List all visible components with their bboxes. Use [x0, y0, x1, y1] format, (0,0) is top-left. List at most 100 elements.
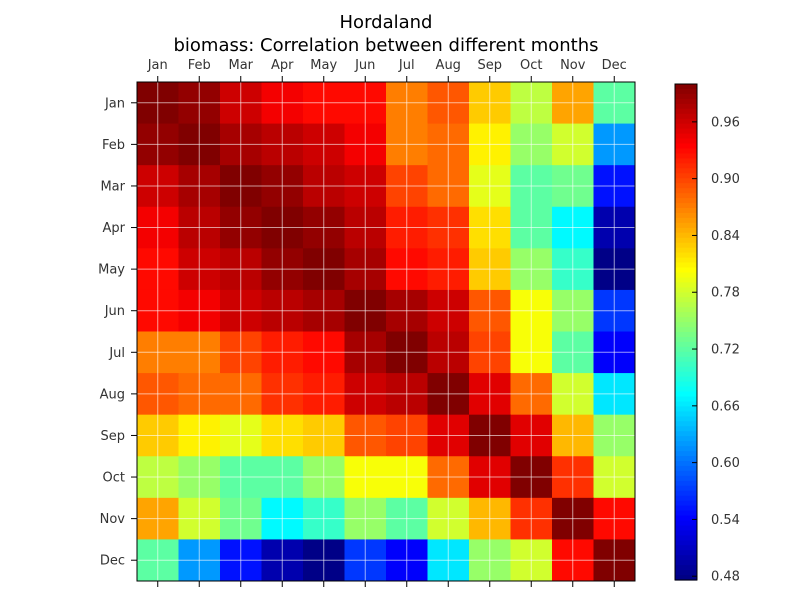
- colorbar-segment: [675, 510, 697, 517]
- colorbar-segment: [675, 203, 697, 209]
- y-tick-label: Feb: [102, 138, 125, 153]
- grid-lines: [137, 82, 635, 581]
- colorbar-segment: [675, 535, 697, 541]
- colorbar-segment: [675, 262, 697, 269]
- colorbar-segment: [675, 272, 697, 279]
- colorbar-segment: [675, 356, 697, 363]
- colorbar-segment: [675, 411, 697, 417]
- colorbar-segment: [675, 173, 697, 179]
- colorbar-segment: [675, 351, 697, 358]
- y-tick-label: Aug: [100, 387, 125, 402]
- colorbar-segment: [675, 193, 697, 199]
- colorbar-segment: [675, 490, 697, 497]
- colorbar-segment: [675, 545, 697, 551]
- colorbar-tick-label: 0.72: [711, 343, 740, 358]
- chart-subtitle: biomass: Correlation between different m…: [173, 35, 598, 56]
- x-tick-label: Nov: [560, 58, 586, 73]
- x-tick-label: Sep: [477, 58, 502, 73]
- colorbar-segment: [675, 133, 697, 140]
- colorbar-segment: [675, 212, 697, 219]
- colorbar-segment: [675, 88, 697, 95]
- colorbar-segment: [675, 148, 697, 155]
- colorbar-frame: [674, 83, 698, 581]
- colorbar-segment: [675, 128, 697, 135]
- colorbar-tick-label: 0.60: [711, 456, 740, 471]
- colorbar-segment: [675, 327, 697, 333]
- axes: Jan Feb Mar Apr May Jun Jul Aug Sep Oct Nov Dec Jan F…: [98, 58, 636, 587]
- colorbar-segment: [675, 317, 697, 323]
- colorbar-segment: [675, 485, 697, 492]
- colorbar-segment: [675, 416, 697, 422]
- colorbar-segment: [675, 460, 697, 467]
- colorbar-segment: [675, 396, 697, 403]
- colorbar-tick-label: 0.96: [711, 115, 740, 130]
- colorbar-segment: [675, 153, 697, 159]
- colorbar-segment: [675, 217, 697, 224]
- x-tick-label: Jul: [398, 58, 415, 73]
- y-tick-label: Oct: [103, 471, 125, 486]
- colorbar-segment: [675, 525, 697, 531]
- colorbar-segment: [675, 565, 697, 571]
- colorbar-segment: [675, 406, 697, 412]
- colorbar-segment: [675, 470, 697, 477]
- colorbar-segment: [675, 98, 697, 105]
- x-tick-label: Aug: [436, 58, 461, 73]
- colorbar-segment: [675, 227, 697, 234]
- x-tick-label: Dec: [602, 58, 627, 73]
- colorbar-segment: [675, 163, 697, 169]
- colorbar-segment: [675, 84, 697, 90]
- colorbar: 0.96 0.90 0.84 0.78 0.72 0.66 0.60 0.54 0.48: [674, 83, 740, 585]
- colorbar-segment: [675, 208, 697, 214]
- colorbar-segment: [675, 188, 697, 194]
- colorbar-segment: [675, 113, 697, 120]
- colorbar-segment: [675, 540, 697, 546]
- colorbar-segment: [675, 575, 697, 581]
- colorbar-segment: [675, 431, 697, 437]
- colorbar-tick-label: 0.78: [711, 286, 740, 301]
- colorbar-segment: [675, 560, 697, 566]
- colorbar-segment: [675, 401, 697, 407]
- colorbar-segment: [675, 555, 697, 561]
- colorbar-segment: [675, 451, 697, 457]
- plot-frame: [136, 81, 636, 582]
- x-tick-label: May: [310, 58, 337, 73]
- colorbar-segment: [675, 108, 697, 115]
- x-tick-label: Oct: [520, 58, 542, 73]
- colorbar-segment: [675, 287, 697, 293]
- y-tick-label: Mar: [100, 179, 125, 194]
- colorbar-segment: [675, 465, 697, 472]
- colorbar-segment: [675, 366, 697, 373]
- colorbar-segment: [675, 336, 697, 343]
- colorbar-segment: [675, 391, 697, 398]
- colorbar-segment: [675, 475, 697, 482]
- x-tick-label: Feb: [188, 58, 211, 73]
- colorbar-segment: [675, 158, 697, 164]
- colorbar-segment: [675, 198, 697, 204]
- heatmap-cells: [137, 82, 636, 582]
- x-tick-label: Apr: [271, 58, 294, 73]
- colorbar-segment: [675, 332, 697, 338]
- colorbar-segment: [675, 386, 697, 393]
- colorbar-segment: [675, 495, 697, 502]
- colorbar-segment: [675, 381, 697, 388]
- x-tick-label: Jan: [147, 58, 168, 73]
- colorbar-segment: [675, 456, 697, 462]
- colorbar-segment: [675, 183, 697, 189]
- colorbar-segment: [675, 570, 697, 576]
- colorbar-segment: [675, 530, 697, 536]
- colorbar-segment: [675, 446, 697, 452]
- colorbar-segment: [675, 247, 697, 254]
- colorbar-segment: [675, 143, 697, 150]
- y-tick-label: Apr: [103, 221, 126, 236]
- colorbar-tick-label: 0.90: [711, 172, 740, 187]
- y-tick-label: Jun: [104, 304, 125, 319]
- chart-title: Hordaland: [340, 12, 433, 33]
- colorbar-segment: [675, 341, 697, 348]
- colorbar-segment: [675, 515, 697, 522]
- colorbar-segment: [675, 237, 697, 244]
- colorbar-segment: [675, 222, 697, 229]
- colorbar-segment: [675, 346, 697, 353]
- colorbar-segment: [675, 292, 697, 298]
